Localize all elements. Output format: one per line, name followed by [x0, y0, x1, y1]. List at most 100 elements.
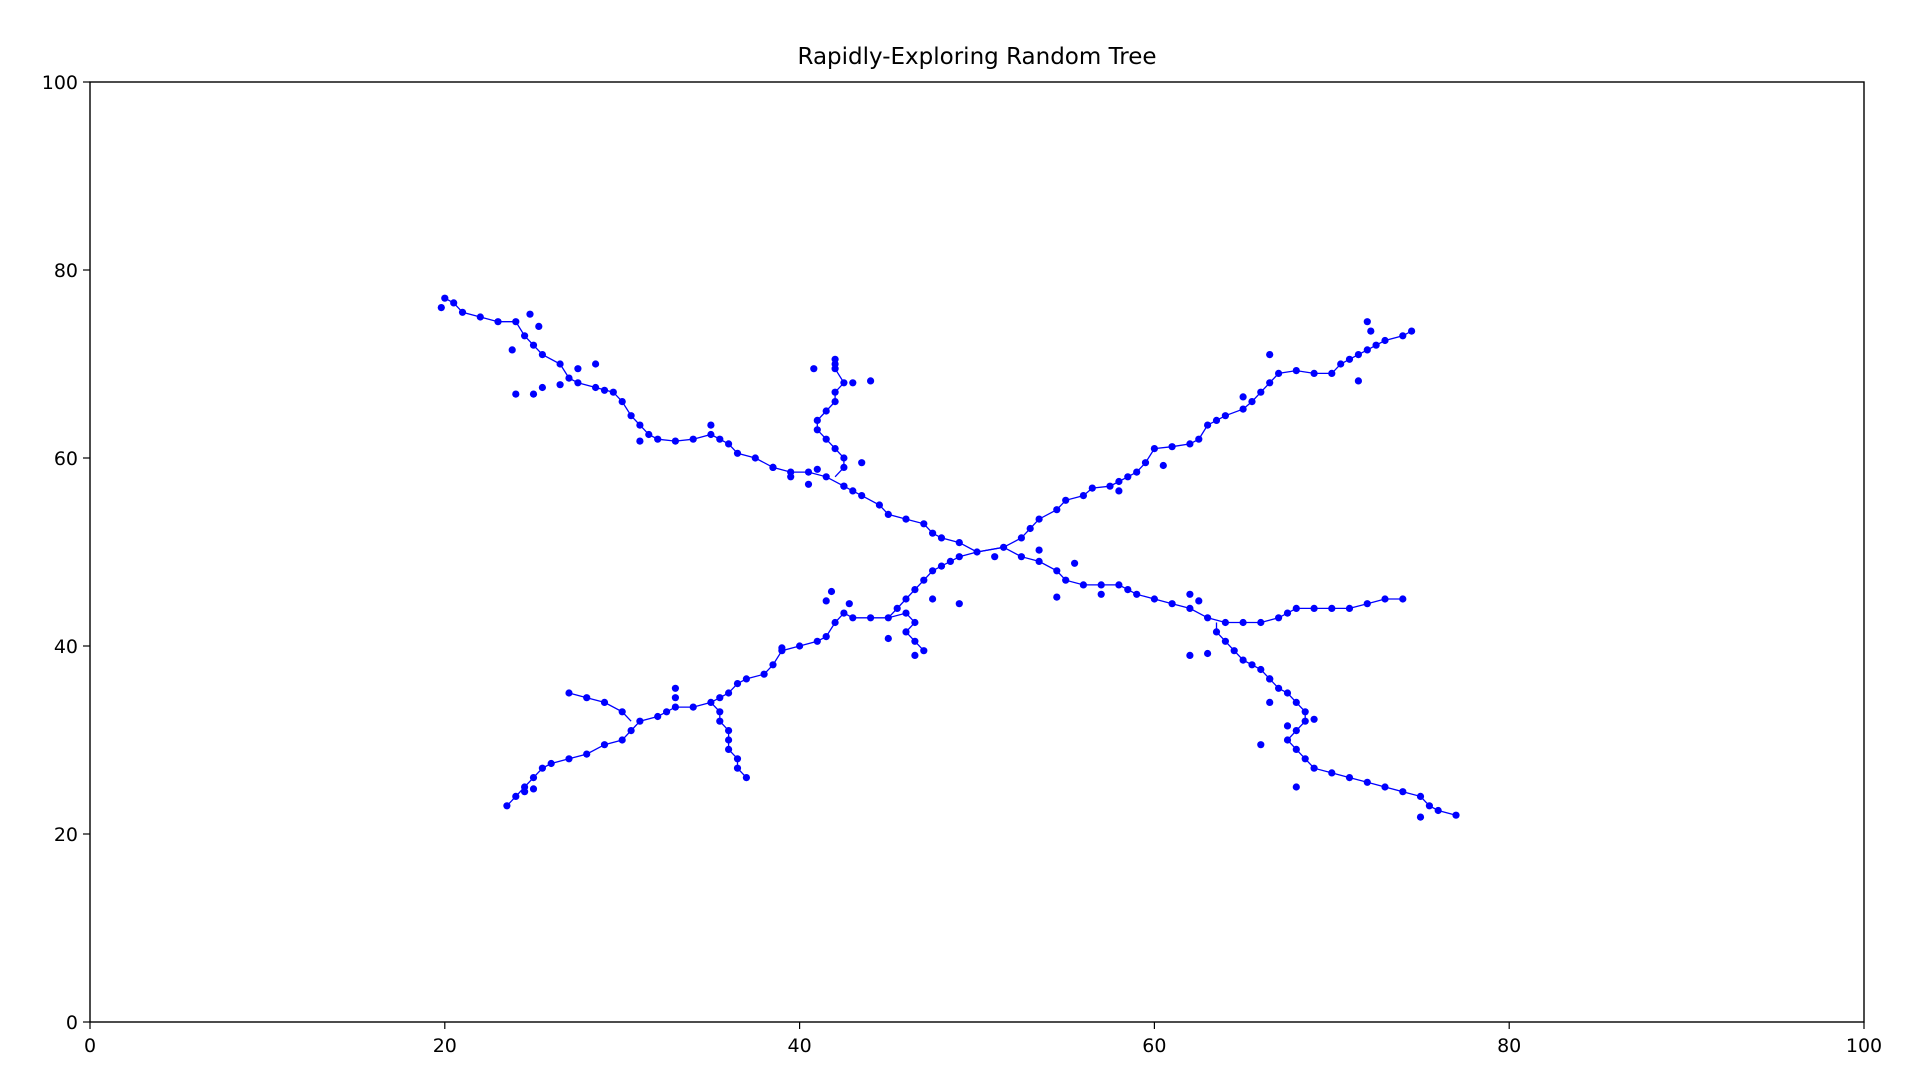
tree-node-point — [1266, 351, 1274, 359]
tree-node-point — [733, 764, 742, 772]
tree-node-point — [1381, 336, 1389, 345]
y-tick-label: 100 — [42, 72, 78, 94]
tree-node-point — [1275, 369, 1283, 377]
tree-node-point — [796, 642, 804, 650]
tree-node-point — [521, 788, 529, 796]
tree-node-point — [955, 553, 963, 561]
tree-node-point — [1035, 546, 1043, 554]
tree-node-point — [1150, 445, 1158, 453]
tree-node-point — [937, 534, 946, 542]
tree-node-point — [725, 689, 733, 697]
tree-node-point — [991, 553, 999, 561]
tree-node-point — [1266, 379, 1274, 387]
tree-node-point — [526, 310, 534, 318]
tree-node-point — [1150, 595, 1158, 603]
tree-node-point — [1416, 813, 1425, 821]
tree-node-point — [884, 634, 892, 643]
tree-node-point — [733, 680, 742, 688]
tree-node-point — [955, 600, 963, 608]
chart-title: Rapidly-Exploring Random Tree — [797, 44, 1156, 70]
tree-node-point — [1283, 689, 1292, 697]
tree-node-point — [1186, 604, 1194, 613]
tree-node-point — [1292, 727, 1300, 735]
tree-node-point — [618, 398, 626, 406]
tree-node-point — [1257, 741, 1265, 749]
plot-frame — [89, 81, 1865, 1023]
tree-node-point — [840, 379, 848, 387]
tree-node-point — [1239, 393, 1247, 401]
tree-node-point — [521, 332, 529, 340]
y-tick-label: 60 — [54, 448, 78, 470]
tree-node-point — [822, 633, 830, 641]
tree-node-point — [565, 374, 573, 382]
tree-node-point — [1071, 559, 1079, 567]
tree-node-point — [867, 614, 875, 622]
tree-node-point — [1186, 440, 1194, 448]
tree-node-point — [1088, 484, 1096, 492]
tree-node-point — [1212, 628, 1221, 636]
tree-node-point — [1204, 421, 1212, 429]
tree-node-point — [1221, 618, 1229, 627]
tree-node-point — [1248, 398, 1256, 406]
tree-node-point — [1363, 346, 1371, 354]
tree-node-point — [1328, 604, 1336, 613]
tree-node-point — [858, 492, 866, 500]
tree-node-point — [831, 360, 839, 368]
tree-node-point — [725, 727, 733, 735]
x-tick-label: 100 — [1846, 1035, 1882, 1057]
tree-node-point — [813, 416, 821, 424]
tree-node-point — [760, 670, 768, 678]
tree-node-point — [920, 647, 928, 655]
tree-node-point — [849, 614, 857, 622]
tree-node-point — [556, 381, 564, 389]
x-tick-label: 80 — [1497, 1035, 1521, 1057]
tree-node-point — [1230, 647, 1238, 655]
tree-node-point — [929, 567, 937, 575]
tree-node-point — [822, 435, 830, 443]
tree-node-point — [1345, 604, 1354, 613]
tree-node-point — [1425, 802, 1433, 810]
tree-node-point — [1399, 595, 1407, 603]
tree-node-point — [1399, 332, 1407, 340]
tree-node-point — [600, 741, 609, 749]
x-axis-ticks: 0 20 40 60 80 100 — [84, 1022, 1882, 1057]
tree-node-point — [671, 437, 680, 445]
tree-node-point — [1328, 369, 1336, 377]
tree-node-point — [920, 520, 928, 528]
tree-node-point — [512, 318, 520, 326]
tree-node-point — [1212, 416, 1221, 424]
tree-node-point — [1367, 327, 1375, 335]
tree-node-point — [494, 318, 502, 326]
tree-node-point — [441, 294, 449, 302]
tree-node-point — [508, 346, 516, 354]
tree-node-point — [902, 628, 910, 636]
tree-node-point — [1257, 665, 1265, 674]
tree-node-point — [840, 609, 848, 617]
tree-node-point — [955, 539, 963, 547]
tree-node-point — [1124, 473, 1132, 481]
tree-nodes — [437, 294, 1460, 821]
tree-node-point — [937, 562, 946, 570]
tree-node-point — [1354, 377, 1362, 385]
tree-node-point — [1204, 649, 1212, 658]
tree-node-point — [1416, 792, 1425, 801]
tree-node-point — [1434, 806, 1442, 815]
tree-node-point — [1310, 604, 1318, 613]
tree-node-point — [1035, 515, 1043, 523]
tree-node-point — [1106, 482, 1114, 490]
tree-node-point — [529, 390, 538, 398]
tree-node-point — [654, 435, 662, 443]
tree-node-point — [778, 644, 786, 652]
tree-node-point — [583, 750, 591, 758]
tree-node-point — [911, 586, 919, 594]
tree-node-point — [618, 736, 626, 744]
tree-node-point — [671, 694, 680, 702]
tree-node-point — [1283, 736, 1292, 744]
tree-node-point — [1399, 788, 1407, 796]
tree-node-point — [565, 689, 573, 697]
tree-node-point — [804, 468, 813, 476]
tree-node-point — [1301, 755, 1309, 763]
y-tick-label: 80 — [54, 260, 78, 282]
tree-node-point — [831, 618, 839, 627]
tree-node-point — [583, 694, 591, 702]
